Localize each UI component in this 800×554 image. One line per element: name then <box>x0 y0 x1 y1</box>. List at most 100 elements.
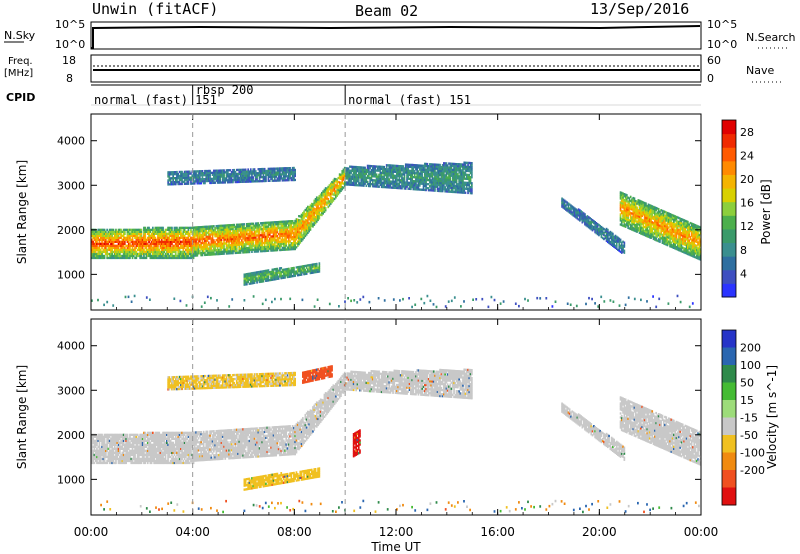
scatter-cell <box>426 172 429 176</box>
scatter-cell <box>197 242 200 245</box>
scatter-cell <box>246 275 248 278</box>
scatter-cell <box>341 180 344 183</box>
scatter-cell <box>464 163 467 166</box>
scatter-cell <box>656 225 659 228</box>
scatter-cell <box>239 247 242 250</box>
scatter-cell <box>451 172 454 175</box>
scatter-cell <box>596 229 599 232</box>
scatter-cell <box>241 243 243 246</box>
scatter-cell <box>275 269 277 273</box>
scatter-cell <box>270 276 272 280</box>
scatter-cell <box>108 254 111 258</box>
scatter-cell <box>375 165 378 168</box>
scatter-cell <box>215 225 218 228</box>
scatter-cell <box>216 253 219 256</box>
scatter-cell <box>321 209 323 213</box>
scatter-cell <box>295 232 298 235</box>
scatter-cell <box>248 278 251 281</box>
scatter-cell <box>469 172 472 175</box>
scatter-cell <box>219 236 222 240</box>
scatter-cell <box>266 233 269 236</box>
scatter-cell <box>131 232 134 235</box>
scatter-cell <box>572 206 575 209</box>
scatter-cell <box>425 182 427 186</box>
scatter-cell <box>268 233 271 236</box>
scatter-cell <box>153 240 155 243</box>
scatter-cell <box>187 252 190 256</box>
scatter-cell <box>458 179 460 182</box>
scatter-cell <box>299 231 302 234</box>
scatter-cell <box>413 164 416 167</box>
scatter-cell <box>384 186 387 189</box>
scatter-cell <box>178 256 181 260</box>
scatter-cell <box>303 271 305 274</box>
scatter-cell <box>379 181 382 184</box>
scatter-cell <box>308 228 310 231</box>
scatter-cell <box>115 250 117 254</box>
scatter-cell <box>241 247 243 250</box>
scatter-cell <box>272 239 275 242</box>
scatter-cell <box>291 220 294 223</box>
scatter-cell <box>216 248 219 252</box>
scatter-cell <box>445 190 448 193</box>
scatter-cell <box>561 205 563 208</box>
scatter-cell <box>211 235 214 238</box>
scatter-cell <box>162 228 164 231</box>
scatter-cell <box>115 236 117 239</box>
scatter-cell <box>424 172 426 176</box>
scatter-cell <box>664 230 666 234</box>
scatter-cell <box>357 178 360 181</box>
scatter-cell <box>441 186 444 189</box>
scatter-cell <box>187 232 190 235</box>
scatter-cell <box>406 173 408 176</box>
scatter-cell <box>260 248 262 251</box>
scatter-cell <box>291 271 294 274</box>
scatter-cell <box>572 212 575 215</box>
scatter-cell <box>96 238 98 241</box>
scatter-cell <box>439 169 441 173</box>
scatter-cell <box>182 226 185 229</box>
scatter-cell <box>659 220 661 223</box>
scatter-cell <box>657 210 660 213</box>
scatter-cell <box>572 214 575 217</box>
scatter-cell <box>403 175 406 178</box>
scatter-cell <box>633 221 636 224</box>
scatter-cell <box>228 232 230 235</box>
scatter-cell <box>126 254 129 258</box>
scatter-cell <box>279 269 281 272</box>
scatter-cell <box>341 186 344 189</box>
scatter-cell <box>379 177 382 180</box>
scatter-cell <box>288 275 290 278</box>
scatter-cell <box>399 175 402 178</box>
scatter-cell <box>636 214 638 217</box>
scatter-cell <box>254 246 257 249</box>
scatter-cell <box>279 267 281 270</box>
scatter-cell <box>145 238 148 241</box>
scatter-cell <box>173 226 176 229</box>
scatter-cell <box>303 210 305 213</box>
scatter-cell <box>220 244 223 247</box>
scatter-cell <box>257 275 260 278</box>
scatter-cell <box>345 169 347 172</box>
scatter-cell <box>665 231 668 234</box>
scatter-cell <box>247 272 249 276</box>
scatter-cell <box>656 235 659 238</box>
scatter-cell <box>393 168 396 171</box>
scatter-cell <box>93 254 96 258</box>
scatter-cell <box>101 236 103 239</box>
scatter-cell <box>112 242 115 245</box>
scatter-cell <box>148 248 150 252</box>
scatter-cell <box>622 250 624 253</box>
scatter-cell <box>169 240 172 243</box>
scatter-cell <box>169 230 172 233</box>
scatter-cell <box>279 240 281 244</box>
scatter-cell <box>265 271 267 274</box>
scatter-cell <box>172 254 174 258</box>
scatter-cell <box>282 222 285 225</box>
scatter-cell <box>350 179 352 182</box>
scatter-cell <box>436 179 439 182</box>
scatter-cell <box>291 230 294 233</box>
scatter-cell <box>246 283 248 286</box>
scatter-cell <box>117 252 120 256</box>
scatter-cell <box>99 232 102 235</box>
